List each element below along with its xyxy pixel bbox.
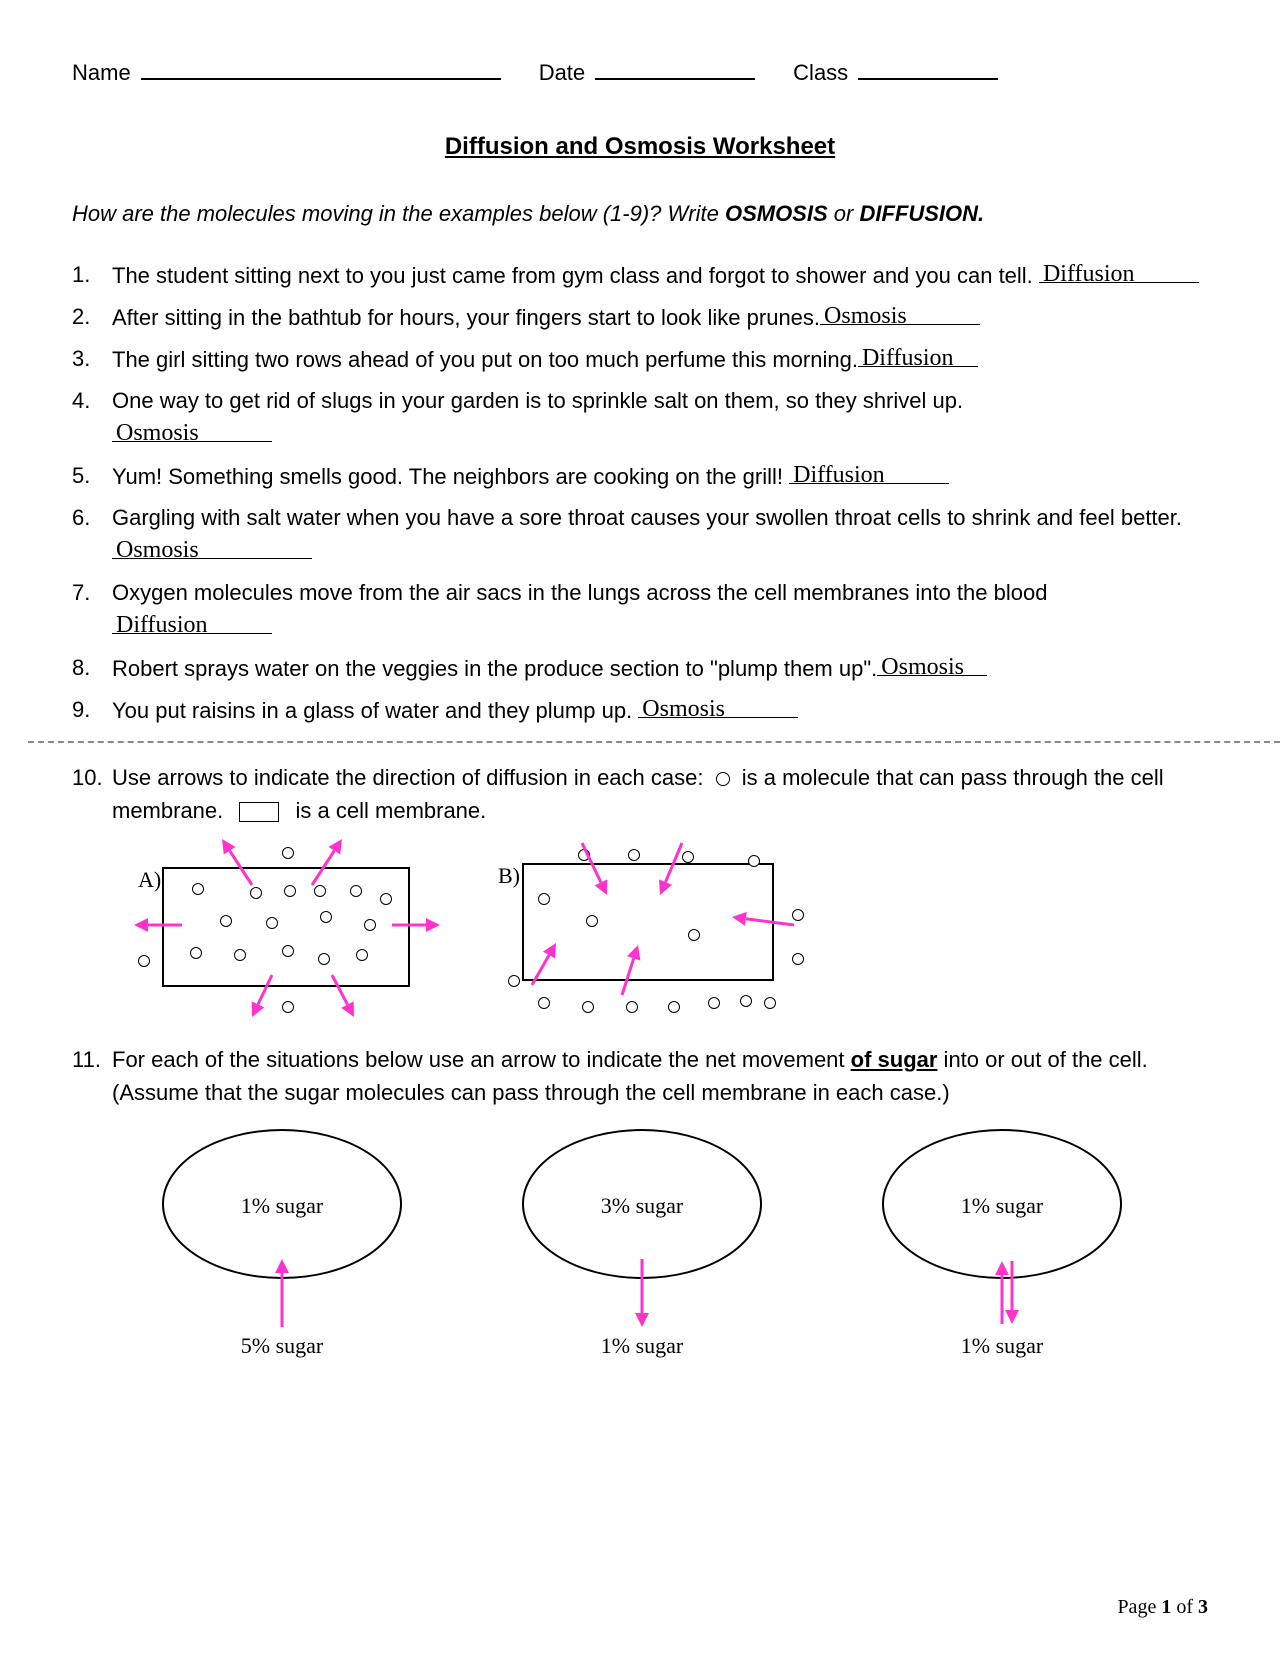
- cell-outside-label: 1% sugar: [862, 1329, 1142, 1362]
- worksheet-title: Diffusion and Osmosis Worksheet: [72, 129, 1208, 165]
- molecule: [792, 953, 804, 965]
- cell-inside-label: 1% sugar: [862, 1189, 1142, 1222]
- molecule: [740, 995, 752, 1007]
- cell-inside-label: 1% sugar: [142, 1189, 422, 1222]
- class-label: Class: [793, 56, 848, 89]
- name-blank[interactable]: [141, 56, 501, 80]
- cell-outside-label: 1% sugar: [502, 1329, 782, 1362]
- q5-text: Yum! Something smells good. The neighbor…: [112, 464, 783, 489]
- q10-diagrams: A) B): [132, 845, 1208, 1015]
- q9-answer-blank[interactable]: Osmosis: [638, 693, 798, 718]
- q1-text: The student sitting next to you just cam…: [112, 263, 1033, 288]
- cell-diagram: 1% sugar 5% sugar: [142, 1129, 422, 1359]
- header-line: Name Date Class: [72, 56, 1208, 89]
- q8-answer-blank[interactable]: Osmosis: [877, 651, 987, 676]
- footer-prefix: Page: [1117, 1596, 1161, 1618]
- page-footer: Page 1 of 3: [1117, 1592, 1208, 1622]
- q8-text: Robert sprays water on the veggies in th…: [112, 656, 877, 681]
- cell-diagram: 1% sugar 1% sugar: [862, 1129, 1142, 1359]
- footer-of: of: [1171, 1596, 1198, 1618]
- q9: You put raisins in a glass of water and …: [100, 693, 1208, 727]
- molecule: [138, 955, 150, 967]
- cell-inside-label: 3% sugar: [502, 1189, 782, 1222]
- intro-or: or: [828, 201, 860, 226]
- diagram-a: A): [132, 845, 432, 1015]
- q11: For each of the situations below use an …: [100, 1043, 1208, 1359]
- q4-text: One way to get rid of slugs in your gard…: [112, 388, 963, 413]
- molecule: [538, 997, 550, 1009]
- q5-answer: Diffusion: [793, 462, 885, 488]
- q3-answer: Diffusion: [862, 345, 954, 371]
- question-list: The student sitting next to you just cam…: [72, 258, 1208, 1359]
- q3-text: The girl sitting two rows ahead of you p…: [112, 347, 858, 372]
- q9-text: You put raisins in a glass of water and …: [112, 698, 632, 723]
- footer-current: 1: [1161, 1596, 1171, 1618]
- q10-text-c: is a cell membrane.: [296, 798, 487, 823]
- q5: Yum! Something smells good. The neighbor…: [100, 459, 1208, 493]
- intro-diffusion: DIFFUSION.: [859, 201, 984, 226]
- q4: One way to get rid of slugs in your gard…: [100, 384, 1208, 451]
- membrane-icon: [239, 802, 279, 822]
- molecule: [282, 1001, 294, 1013]
- q9-answer: Osmosis: [642, 696, 725, 722]
- molecule: [668, 1001, 680, 1013]
- q2-answer: Osmosis: [824, 303, 907, 329]
- molecule: [764, 997, 776, 1009]
- molecule: [708, 997, 720, 1009]
- q11-cells: 1% sugar 5% sugar 3% sugar 1% sugar 1% sug…: [142, 1129, 1142, 1359]
- q6: Gargling with salt water when you have a…: [100, 501, 1208, 568]
- q11-text-a: For each of the situations below use an …: [112, 1047, 851, 1072]
- instructions: How are the molecules moving in the exam…: [72, 197, 1208, 230]
- q2-text: After sitting in the bathtub for hours, …: [112, 305, 820, 330]
- cell-outside-label: 5% sugar: [142, 1329, 422, 1362]
- molecule: [508, 975, 520, 987]
- q6-answer-blank[interactable]: Osmosis: [112, 534, 312, 559]
- q1: The student sitting next to you just cam…: [100, 258, 1208, 292]
- q8-answer: Osmosis: [881, 654, 964, 680]
- q6-answer: Osmosis: [116, 537, 199, 563]
- diagram-b: B): [492, 845, 792, 1015]
- q1-answer-blank[interactable]: Diffusion: [1039, 258, 1199, 283]
- q4-answer-blank[interactable]: Osmosis: [112, 417, 272, 442]
- diagram-b-label: B): [498, 859, 520, 892]
- footer-total: 3: [1198, 1596, 1208, 1618]
- q7-text: Oxygen molecules move from the air sacs …: [112, 580, 1047, 605]
- cell-membrane: [522, 863, 774, 981]
- molecule: [578, 849, 590, 861]
- molecule-icon: [716, 772, 730, 786]
- molecule: [582, 1001, 594, 1013]
- q3-answer-blank[interactable]: Diffusion: [858, 342, 978, 367]
- q10: Use arrows to indicate the direction of …: [100, 761, 1208, 1015]
- q8: Robert sprays water on the veggies in th…: [100, 651, 1208, 685]
- q2: After sitting in the bathtub for hours, …: [100, 300, 1208, 334]
- name-label: Name: [72, 56, 131, 89]
- molecule: [682, 851, 694, 863]
- molecule: [626, 1001, 638, 1013]
- cell-diagram: 3% sugar 1% sugar: [502, 1129, 782, 1359]
- q1-answer: Diffusion: [1043, 261, 1135, 287]
- class-blank[interactable]: [858, 56, 998, 80]
- date-label: Date: [539, 56, 585, 89]
- molecule: [628, 849, 640, 861]
- date-blank[interactable]: [595, 56, 755, 80]
- molecule: [282, 847, 294, 859]
- q7: Oxygen molecules move from the air sacs …: [100, 576, 1208, 643]
- q7-answer: Diffusion: [116, 612, 208, 638]
- q10-text-a: Use arrows to indicate the direction of …: [112, 765, 703, 790]
- intro-text: How are the molecules moving in the exam…: [72, 201, 725, 226]
- molecule: [792, 909, 804, 921]
- intro-osmosis: OSMOSIS: [725, 201, 828, 226]
- diagram-a-label: A): [138, 863, 161, 896]
- q2-answer-blank[interactable]: Osmosis: [820, 300, 980, 325]
- q3: The girl sitting two rows ahead of you p…: [100, 342, 1208, 376]
- q7-answer-blank[interactable]: Diffusion: [112, 609, 272, 634]
- q11-of-sugar: of sugar: [851, 1047, 938, 1072]
- q4-answer: Osmosis: [116, 420, 199, 446]
- section-divider: [28, 741, 1280, 743]
- q6-text: Gargling with salt water when you have a…: [112, 505, 1182, 530]
- q5-answer-blank[interactable]: Diffusion: [789, 459, 949, 484]
